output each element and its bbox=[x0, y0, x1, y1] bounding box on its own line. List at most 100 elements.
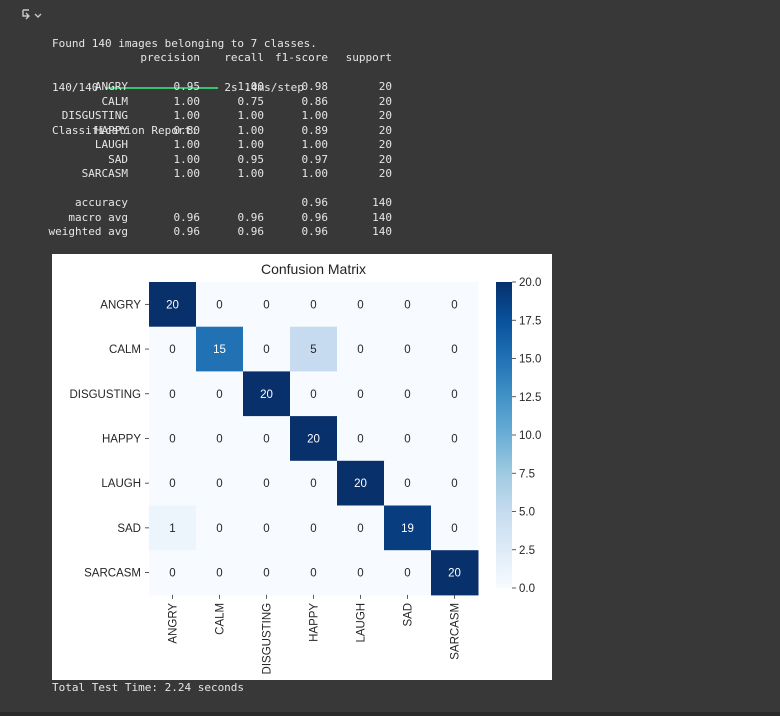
report-row-label: LAUGH bbox=[94, 138, 128, 151]
progress-count: 140/140 bbox=[52, 80, 99, 94]
cell-value-label: 0 bbox=[263, 568, 269, 580]
y-tick-label: ANGRY bbox=[100, 299, 141, 311]
total-test-time: Total Test Time: 2.24 seconds bbox=[52, 681, 245, 694]
report-recall: 0.96 bbox=[237, 210, 265, 224]
y-tick-label: SAD bbox=[117, 523, 141, 535]
cell-value-label: 0 bbox=[357, 523, 363, 535]
heatmap-cell bbox=[290, 282, 338, 328]
heatmap-cell bbox=[337, 282, 385, 328]
found-images-line: Found 140 images belonging to 7 classes. bbox=[52, 37, 317, 50]
report-support: 140 bbox=[372, 225, 392, 238]
heatmap-cell bbox=[290, 326, 338, 372]
report-support: 20 bbox=[378, 123, 392, 137]
colorbar bbox=[496, 282, 512, 588]
cell-value-label: 0 bbox=[310, 523, 316, 535]
cell-value-label: 0 bbox=[216, 389, 222, 401]
cell-value-label: 0 bbox=[216, 523, 222, 535]
report-header: precision bbox=[140, 51, 200, 64]
cell-value-label: 0 bbox=[357, 433, 363, 445]
heatmap-cell bbox=[290, 416, 338, 462]
report-support: 20 bbox=[378, 138, 392, 151]
report-header: f1-score bbox=[275, 51, 328, 64]
report-summary-label: macro avg bbox=[68, 210, 128, 224]
report-precision: 1.00 bbox=[173, 109, 201, 122]
heatmap-cell bbox=[384, 416, 432, 462]
cell-value-label: 20 bbox=[166, 299, 179, 311]
cell-value-label: 0 bbox=[169, 433, 175, 445]
progress-line: 140/140 2s 14ms/step bbox=[52, 81, 317, 96]
report-precision: 1.00 bbox=[173, 138, 201, 151]
heatmap-cell bbox=[290, 460, 338, 506]
report-recall: 1.00 bbox=[237, 109, 265, 122]
progress-bar bbox=[106, 86, 219, 89]
cell-value-label: 1 bbox=[169, 523, 175, 535]
y-tick-label: HAPPY bbox=[102, 433, 141, 445]
heatmap-cell bbox=[243, 505, 291, 551]
cell-value-label: 15 bbox=[213, 344, 226, 356]
heatmap-cell bbox=[337, 371, 385, 417]
colorbar-tick-label: 12.5 bbox=[519, 392, 541, 404]
cell-value-label: 0 bbox=[310, 478, 316, 490]
heatmap-cell bbox=[337, 326, 385, 372]
report-row-label: HAPPY bbox=[94, 123, 128, 137]
report-support: 140 bbox=[372, 196, 392, 209]
confusion-matrix-chart: Confusion Matrix 20 0 0 0 0 0 0 0 15 0 5 0 0 0 0 0 20 0 0 0 0… bbox=[69, 261, 541, 674]
heatmap-cell bbox=[149, 282, 197, 328]
cell-value-label: 20 bbox=[307, 433, 320, 445]
report-f1: 0.96 bbox=[301, 225, 329, 238]
cell-value-label: 0 bbox=[310, 568, 316, 580]
y-tick-label: CALM bbox=[109, 344, 141, 356]
report-precision: 0.96 bbox=[173, 225, 201, 238]
report-header: support bbox=[345, 51, 392, 64]
heatmap-cell bbox=[243, 282, 291, 328]
y-tick-label: LAUGH bbox=[101, 478, 141, 490]
heatmap-cell bbox=[337, 460, 385, 506]
x-tick-label: SARCASM bbox=[450, 603, 462, 660]
colorbar-tick-label: 10.0 bbox=[519, 430, 541, 442]
cell-value-label: 0 bbox=[169, 568, 175, 580]
heatmap-cell bbox=[243, 416, 291, 462]
cell-value-label: 0 bbox=[451, 344, 457, 356]
heatmap-cell bbox=[290, 371, 338, 417]
report-recall: 0.95 bbox=[237, 152, 265, 166]
heatmap-cell bbox=[384, 550, 432, 596]
cell-value-label: 20 bbox=[354, 478, 367, 490]
cell-value-label: 0 bbox=[169, 389, 175, 401]
heatmap-cell bbox=[243, 460, 291, 506]
report-f1: 0.97 bbox=[301, 152, 329, 166]
chart-title: Confusion Matrix bbox=[261, 261, 366, 277]
cell-divider bbox=[0, 712, 780, 716]
report-recall: 0.75 bbox=[237, 94, 265, 108]
heatmap-cell bbox=[196, 371, 244, 417]
report-precision: 1.00 bbox=[173, 94, 201, 108]
cell-value-label: 5 bbox=[310, 344, 316, 356]
report-recall: 1.00 bbox=[237, 167, 265, 180]
heatmap-cell bbox=[384, 326, 432, 372]
heatmap-cell bbox=[431, 505, 479, 551]
cell-value-label: 0 bbox=[451, 523, 457, 535]
cell-value-label: 0 bbox=[404, 478, 410, 490]
colorbar-tick-label: 2.5 bbox=[519, 545, 535, 557]
heatmap-cell bbox=[431, 460, 479, 506]
y-tick-label: SARCASM bbox=[84, 568, 141, 580]
x-tick-label: HAPPY bbox=[309, 603, 321, 642]
heatmap-cell bbox=[196, 460, 244, 506]
heatmap-cell bbox=[337, 550, 385, 596]
cell-value-label: 0 bbox=[357, 389, 363, 401]
cell-value-label: 0 bbox=[404, 389, 410, 401]
heatmap-cell bbox=[149, 505, 197, 551]
output-toggle-icon[interactable] bbox=[22, 8, 44, 24]
heatmap-cell bbox=[384, 371, 432, 417]
heatmap-cell bbox=[196, 416, 244, 462]
report-row-label: CALM bbox=[101, 94, 129, 108]
colorbar-tick-label: 20.0 bbox=[519, 277, 541, 289]
report-f1: 1.00 bbox=[301, 138, 329, 151]
report-f1: 1.00 bbox=[301, 167, 329, 180]
heatmap-cell bbox=[290, 505, 338, 551]
report-recall: 0.96 bbox=[237, 225, 265, 238]
heatmap-cell bbox=[243, 326, 291, 372]
report-support: 20 bbox=[378, 167, 392, 180]
heatmap-cell bbox=[431, 416, 479, 462]
confusion-matrix-figure: Confusion Matrix 20 0 0 0 0 0 0 0 15 0 5 0 0 0 0 0 20 0 0 0 0… bbox=[52, 254, 552, 680]
report-f1: 0.96 bbox=[301, 196, 329, 209]
